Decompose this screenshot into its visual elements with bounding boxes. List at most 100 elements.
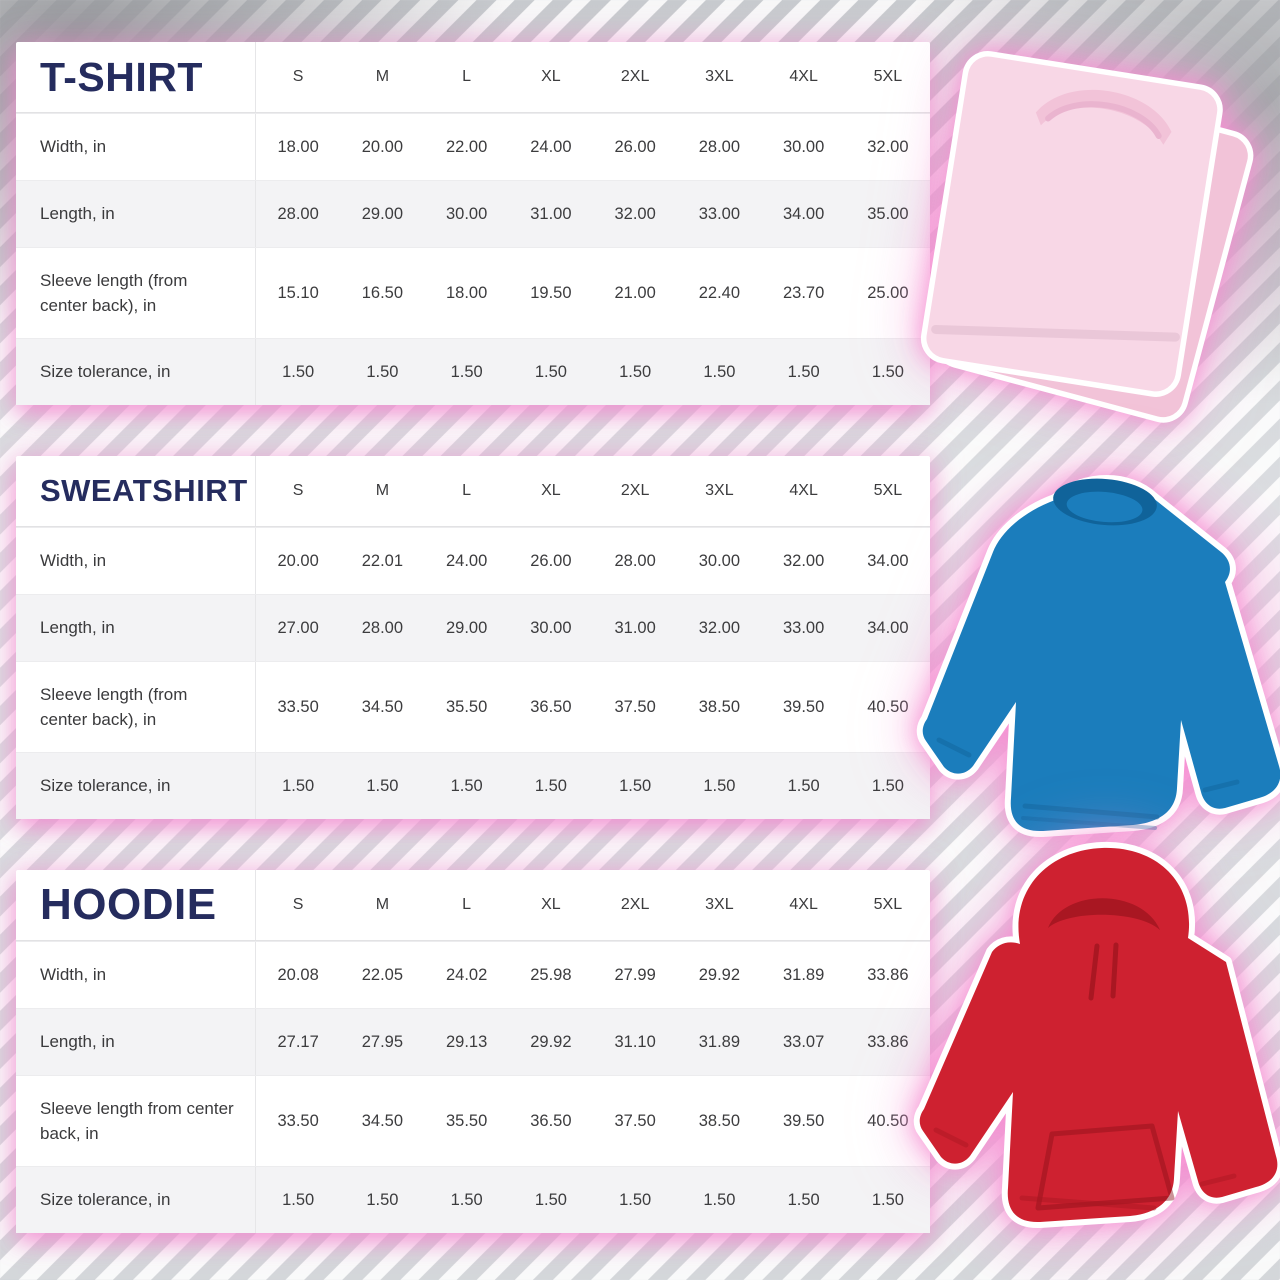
cell-value: 29.13 (445, 1032, 488, 1051)
cell-value: 32.00 (698, 618, 741, 637)
row-label: Width, in (16, 114, 256, 180)
size-col-header: M (375, 896, 390, 913)
cell-value: 23.70 (782, 283, 825, 302)
cell-value: 34.00 (782, 204, 825, 223)
size-col-header: 2XL (620, 68, 650, 85)
cell-value: 30.00 (698, 551, 741, 570)
table-title: SWEATSHIRT (16, 456, 256, 526)
hoodie-size-table: HOODIE S M L XL 2XL 3XL 4XL 5XL Width, i… (16, 870, 930, 1233)
cell-value: 32.00 (614, 204, 656, 223)
table-row: Size tolerance, in 1.50 1.50 1.50 1.50 1… (16, 338, 930, 405)
size-col-header: S (292, 482, 304, 499)
table-title: T-SHIRT (16, 42, 256, 112)
row-label: Sleeve length (from center back), in (16, 248, 256, 338)
cell-value: 20.00 (361, 137, 404, 156)
cell-value: 26.00 (614, 137, 656, 156)
table-row: Width, in 20.00 22.01 24.00 26.00 28.00 … (16, 527, 930, 594)
cell-value: 1.50 (619, 1190, 652, 1209)
table-row: Length, in 27.00 28.00 29.00 30.00 31.00… (16, 594, 930, 661)
cell-value: 27.00 (277, 618, 319, 637)
size-col-header: 5XL (873, 482, 903, 499)
cell-value: 33.86 (867, 1032, 909, 1051)
cell-value: 33.00 (782, 618, 825, 637)
size-col-header: XL (541, 68, 561, 85)
cell-value: 1.50 (703, 1190, 736, 1209)
cell-value: 31.00 (530, 204, 572, 223)
cell-value: 39.50 (782, 697, 825, 716)
cell-value: 36.50 (530, 697, 572, 716)
sweatshirt-size-table: SWEATSHIRT S M L XL 2XL 3XL 4XL 5XL Widt… (16, 456, 930, 819)
cell-value: 29.00 (361, 204, 404, 223)
cell-value: 22.01 (361, 551, 404, 570)
cell-value: 1.50 (871, 776, 904, 795)
table-title: HOODIE (16, 870, 256, 940)
cell-value: 1.50 (787, 776, 820, 795)
red-pullover-hoodie-image (913, 841, 1280, 1228)
cell-value: 28.00 (614, 551, 656, 570)
row-label: Size tolerance, in (16, 1167, 256, 1233)
cell-value: 35.50 (445, 697, 488, 716)
cell-value: 1.50 (366, 362, 399, 381)
cell-value: 1.50 (787, 362, 820, 381)
cell-value: 25.00 (867, 283, 909, 302)
row-label: Size tolerance, in (16, 339, 256, 405)
cell-value: 30.00 (445, 204, 488, 223)
cell-value: 40.50 (867, 1111, 909, 1130)
cell-value: 28.00 (361, 618, 404, 637)
cell-value: 22.00 (445, 137, 488, 156)
size-col-header: 4XL (789, 896, 818, 913)
cell-value: 29.92 (530, 1032, 572, 1051)
cell-value: 1.50 (282, 776, 315, 795)
cell-value: 26.00 (530, 551, 572, 570)
cell-value: 1.50 (450, 362, 483, 381)
cell-value: 33.00 (698, 204, 741, 223)
row-label: Sleeve length from center back, in (16, 1076, 256, 1166)
cell-value: 30.00 (530, 618, 572, 637)
cell-value: 22.05 (361, 965, 404, 984)
cell-value: 1.50 (703, 776, 736, 795)
blue-crewneck-sweatshirt-image (916, 475, 1280, 838)
cell-value: 32.00 (782, 551, 825, 570)
size-col-header: L (462, 68, 472, 85)
cell-value: 1.50 (619, 776, 652, 795)
size-col-header: 2XL (620, 896, 650, 913)
size-col-header: XL (541, 482, 561, 499)
size-col-header: 5XL (873, 68, 903, 85)
size-col-header: XL (541, 896, 561, 913)
cell-value: 18.00 (277, 137, 319, 156)
table-row: Size tolerance, in 1.50 1.50 1.50 1.50 1… (16, 752, 930, 819)
tshirt-size-table: T-SHIRT S M L XL 2XL 3XL 4XL 5XL Width, … (16, 42, 930, 405)
size-col-header: L (462, 482, 472, 499)
table-row: Length, in 28.00 29.00 30.00 31.00 32.00… (16, 180, 930, 247)
cell-value: 1.50 (534, 362, 567, 381)
row-label: Length, in (16, 1009, 256, 1075)
row-label: Length, in (16, 595, 256, 661)
cell-value: 1.50 (282, 1190, 315, 1209)
row-label: Width, in (16, 528, 256, 594)
cell-value: 38.50 (698, 1111, 741, 1130)
cell-value: 1.50 (366, 1190, 399, 1209)
cell-value: 20.08 (277, 965, 319, 984)
size-col-header: S (292, 896, 304, 913)
table-row: Sleeve length from center back, in 33.50… (16, 1075, 930, 1166)
size-col-header: 3XL (705, 896, 734, 913)
cell-value: 40.50 (867, 697, 909, 716)
cell-value: 1.50 (534, 1190, 567, 1209)
size-col-header: M (375, 482, 390, 499)
cell-value: 1.50 (450, 1190, 483, 1209)
cell-value: 35.50 (445, 1111, 488, 1130)
cell-value: 29.00 (445, 618, 488, 637)
cell-value: 37.50 (614, 1111, 656, 1130)
cell-value: 34.00 (867, 551, 909, 570)
size-col-header: 2XL (620, 482, 650, 499)
cell-value: 25.98 (530, 965, 572, 984)
size-col-header: 3XL (705, 482, 734, 499)
cell-value: 33.50 (277, 1111, 319, 1130)
cell-value: 32.00 (867, 137, 909, 156)
table-row: Width, in 18.00 20.00 22.00 24.00 26.00 … (16, 113, 930, 180)
cell-value: 27.95 (361, 1032, 404, 1051)
table-header-row: T-SHIRT S M L XL 2XL 3XL 4XL 5XL (16, 42, 930, 113)
row-label: Length, in (16, 181, 256, 247)
row-label: Width, in (16, 942, 256, 1008)
cell-value: 28.00 (277, 204, 319, 223)
